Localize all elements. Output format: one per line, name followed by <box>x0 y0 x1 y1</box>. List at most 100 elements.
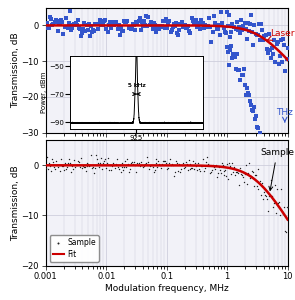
Point <box>265 197 270 202</box>
Point <box>133 28 137 33</box>
Point <box>109 26 113 31</box>
Point <box>242 180 246 185</box>
Point <box>276 62 281 67</box>
Point <box>188 167 193 171</box>
Point <box>252 172 257 177</box>
Point <box>143 22 148 27</box>
Point <box>73 21 78 26</box>
Point <box>128 167 133 171</box>
Point <box>78 155 83 160</box>
Point <box>134 170 138 175</box>
Point <box>284 205 289 209</box>
Point <box>194 17 198 22</box>
Point <box>51 159 56 164</box>
Point <box>91 27 96 32</box>
Point <box>250 30 255 34</box>
Point <box>176 168 180 173</box>
Point <box>139 160 143 164</box>
Point <box>275 39 280 44</box>
Point <box>242 171 247 176</box>
Point <box>247 28 251 33</box>
Point <box>43 166 48 171</box>
Point <box>168 30 173 34</box>
Point <box>273 182 277 187</box>
Point <box>275 214 280 218</box>
Point <box>249 168 254 173</box>
Point <box>86 22 91 26</box>
Text: Sample: Sample <box>260 148 294 190</box>
Point <box>83 28 88 33</box>
Point <box>191 159 196 164</box>
Point <box>267 169 271 174</box>
Point <box>107 163 112 168</box>
Point <box>242 21 247 26</box>
Point <box>192 21 197 26</box>
Point <box>72 158 76 163</box>
Point <box>82 164 87 169</box>
Point <box>255 126 260 130</box>
Point <box>49 17 54 22</box>
Point <box>74 23 79 28</box>
Point <box>165 25 170 30</box>
Point <box>180 24 185 29</box>
Point <box>273 210 278 215</box>
Point <box>198 27 203 32</box>
Point <box>130 159 135 164</box>
Point <box>148 162 153 167</box>
Point <box>190 166 195 170</box>
Point <box>225 44 230 49</box>
Point <box>177 28 182 33</box>
Point <box>276 212 281 217</box>
Point <box>78 27 82 32</box>
Point <box>258 178 263 183</box>
Point <box>168 157 173 162</box>
Point <box>49 157 54 161</box>
Point <box>161 158 165 163</box>
Point <box>96 22 101 26</box>
Point <box>266 50 270 55</box>
Point <box>226 49 230 54</box>
Point <box>200 164 204 169</box>
Point <box>246 92 251 97</box>
Point <box>89 152 94 157</box>
Point <box>278 53 282 58</box>
Point <box>137 163 142 168</box>
Point <box>136 163 140 167</box>
Point <box>216 27 220 32</box>
Point <box>220 163 225 167</box>
Point <box>259 140 263 145</box>
Point <box>53 167 58 171</box>
Point <box>263 155 268 160</box>
Point <box>99 156 104 161</box>
Point <box>248 21 253 26</box>
Point <box>238 78 243 82</box>
Point <box>278 212 282 217</box>
Point <box>130 26 134 31</box>
Point <box>218 32 223 37</box>
Point <box>131 162 135 167</box>
Point <box>157 27 162 32</box>
Point <box>254 184 259 189</box>
Point <box>231 170 236 175</box>
Point <box>245 171 250 176</box>
Point <box>227 160 232 165</box>
Point <box>61 164 65 169</box>
Point <box>58 22 63 27</box>
Point <box>232 0 237 4</box>
Point <box>285 45 290 50</box>
Point <box>154 160 159 165</box>
Point <box>257 181 262 186</box>
Point <box>230 161 235 166</box>
Point <box>251 43 256 47</box>
Point <box>227 13 232 17</box>
Point <box>176 161 181 166</box>
Point <box>210 30 215 35</box>
Point <box>127 26 132 31</box>
Point <box>251 104 256 109</box>
Point <box>147 164 152 168</box>
Point <box>257 136 261 141</box>
Point <box>201 26 206 31</box>
Point <box>199 164 204 168</box>
Point <box>113 162 118 167</box>
Point <box>109 167 113 172</box>
